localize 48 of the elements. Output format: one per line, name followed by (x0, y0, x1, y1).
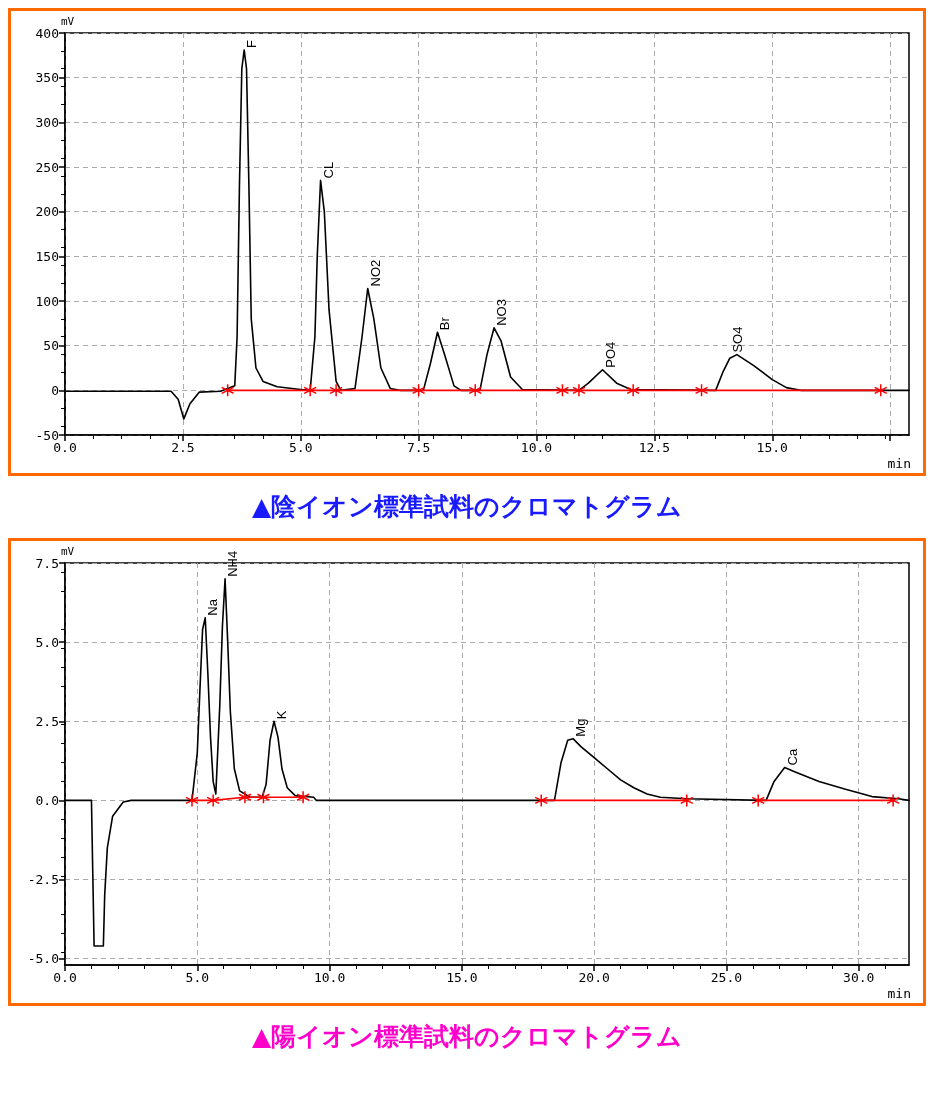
x-tick-label: 15.0 (446, 970, 478, 985)
y-tick-label: 0 (51, 382, 59, 398)
annotation: NO3 (494, 299, 510, 326)
y-tick-label: -50 (35, 427, 59, 443)
x-axis-title: min (887, 986, 911, 1001)
text: ▲陰イオン標準試料のクロマトグラム (250, 491, 684, 523)
y-tick-label: 250 (35, 159, 59, 175)
x-tick-label: 0.0 (53, 970, 77, 985)
x-tick-label: 20.0 (578, 970, 610, 985)
x-tick-label: 7.5 (406, 440, 431, 455)
x-tick-label: 12.5 (638, 440, 671, 455)
x-tick-label: 25.0 (710, 970, 743, 985)
annotation: SO4 (729, 326, 745, 353)
annotation: F (244, 39, 260, 48)
y-tick-label: 100 (35, 293, 59, 309)
x-tick-label: 15.0 (756, 440, 788, 455)
annotation: PO4 (602, 341, 618, 368)
x-tick-label: 30.0 (843, 970, 875, 985)
y-tick-label: 50 (43, 338, 59, 354)
text: ▲陽イオン標準試料のクロマトグラム (250, 1021, 684, 1053)
y-tick-label: 2.5 (35, 713, 59, 729)
x-tick-label: 10.0 (520, 440, 553, 455)
y-tick-label: 0.0 (35, 792, 59, 808)
y-tick-label: -2.5 (27, 872, 59, 888)
y-tick-label: 300 (35, 114, 59, 130)
annotation: Ca (784, 748, 800, 766)
x-axis-title: min (887, 456, 911, 471)
annotation: NH4 (225, 550, 241, 577)
y-tick-label: 350 (35, 70, 59, 86)
y-tick-label: 7.5 (35, 555, 59, 571)
x-tick-label: 0.0 (53, 440, 77, 455)
x-tick-label: 2.5 (171, 440, 195, 455)
y-tick-label: 400 (35, 25, 59, 41)
y-axis-title: mV (61, 544, 75, 558)
y-tick-label: -5.0 (27, 951, 59, 967)
y-tick-label: 200 (35, 204, 59, 220)
annotation: CL (320, 161, 336, 179)
x-tick-label: 5.0 (289, 440, 313, 455)
annotation: K (274, 710, 290, 720)
x-tick-label: 5.0 (185, 970, 210, 985)
annotation: Br (437, 316, 453, 331)
y-axis-title: mV (61, 14, 75, 28)
annotation: Mg (572, 718, 588, 737)
x-tick-label: 10.0 (313, 970, 346, 985)
y-tick-label: 150 (35, 248, 59, 264)
y-tick-label: 5.0 (35, 634, 59, 650)
annotation: NO2 (367, 259, 383, 287)
annotation: Na (205, 598, 221, 616)
